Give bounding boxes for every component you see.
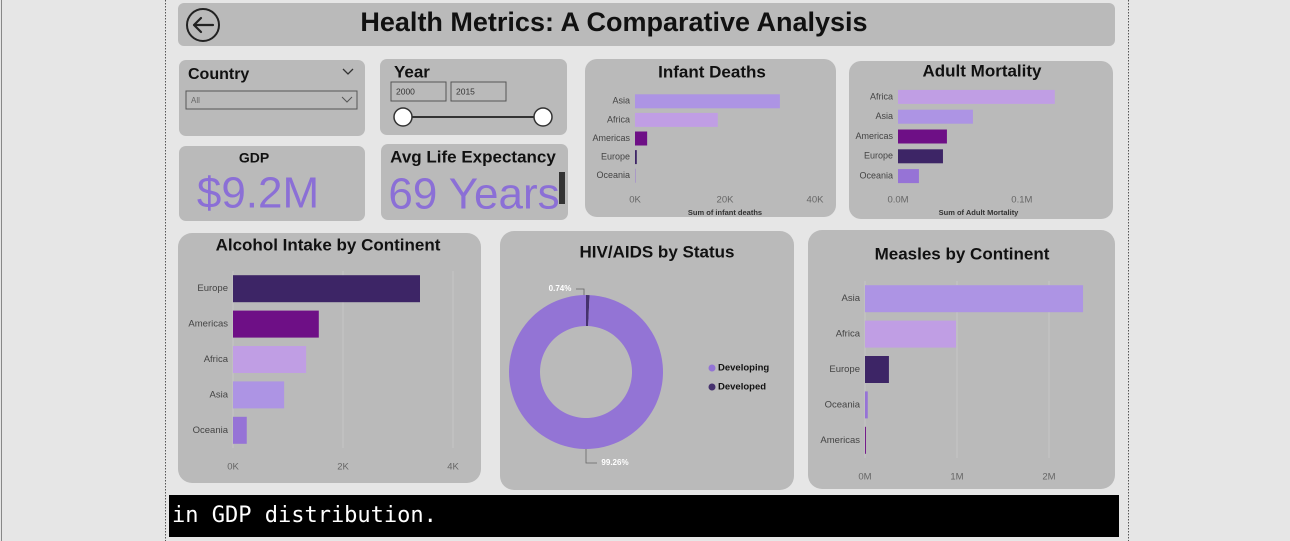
y-tick-label: Americas bbox=[188, 319, 228, 330]
pie-slice bbox=[508, 295, 663, 449]
caption: in GDP distribution. bbox=[172, 503, 437, 528]
slider-handle[interactable] bbox=[393, 107, 413, 127]
x-tick-label: 1M bbox=[950, 472, 963, 483]
y-tick-label: Americas bbox=[592, 133, 630, 143]
x-tick-label: 0M bbox=[858, 472, 871, 483]
year-start: 2000 bbox=[396, 86, 415, 96]
year-end: 2015 bbox=[456, 86, 475, 96]
y-tick-label: Oceania bbox=[825, 399, 861, 410]
life-expectancy-card bbox=[381, 144, 568, 220]
chart-title: Measles by Continent bbox=[875, 244, 1050, 263]
header-panel bbox=[178, 3, 1115, 46]
bar bbox=[233, 310, 319, 338]
y-tick-label: Europe bbox=[864, 151, 893, 161]
gdp-card bbox=[179, 146, 365, 221]
chart-title: Infant Deaths bbox=[658, 62, 766, 81]
bar bbox=[865, 426, 866, 454]
dropdown-value: All bbox=[191, 96, 200, 105]
y-tick-label: Americas bbox=[820, 435, 860, 446]
bar bbox=[865, 285, 1084, 313]
x-axis-title: Sum of Adult Mortality bbox=[939, 208, 1020, 217]
pie-slice bbox=[586, 295, 590, 327]
bar bbox=[233, 346, 307, 373]
legend-label: Developing bbox=[718, 363, 769, 374]
slider-handle[interactable] bbox=[533, 107, 553, 127]
bar bbox=[635, 94, 780, 109]
data-label: 0.74% bbox=[549, 284, 572, 293]
bar bbox=[635, 131, 648, 146]
bar bbox=[898, 109, 973, 124]
y-tick-label: Asia bbox=[210, 389, 229, 400]
x-tick-label: 4K bbox=[447, 462, 459, 473]
y-tick-label: Europe bbox=[601, 151, 630, 161]
y-tick-label: Africa bbox=[870, 91, 893, 101]
bar bbox=[865, 391, 868, 419]
card-value: 69 Years bbox=[388, 170, 559, 219]
chart-panel bbox=[808, 230, 1115, 489]
y-tick-label: Asia bbox=[842, 293, 861, 304]
chart-title: Alcohol Intake by Continent bbox=[216, 235, 441, 254]
y-tick-label: Europe bbox=[197, 283, 228, 294]
x-tick-label: 0.1M bbox=[1011, 195, 1032, 206]
filter-label: Country bbox=[188, 66, 249, 83]
legend-label: Developed bbox=[718, 382, 766, 393]
card-value: $9.2M bbox=[197, 169, 319, 218]
caption-box bbox=[169, 495, 1119, 537]
card-label: Avg Life Expectancy bbox=[390, 147, 556, 166]
bar bbox=[865, 356, 889, 383]
back-button[interactable] bbox=[186, 8, 220, 42]
x-tick-label: 0K bbox=[629, 195, 641, 206]
year-end-input[interactable] bbox=[450, 81, 507, 102]
year-start-input[interactable] bbox=[390, 81, 447, 102]
leader-line bbox=[576, 288, 585, 298]
chart-title: Adult Mortality bbox=[923, 61, 1043, 80]
data-label: 99.26% bbox=[601, 458, 628, 467]
y-tick-label: Oceania bbox=[859, 170, 893, 180]
y-tick-label: Americas bbox=[855, 131, 893, 141]
y-tick-label: Oceania bbox=[596, 170, 630, 180]
chevron bbox=[342, 68, 354, 75]
bar bbox=[635, 150, 637, 165]
y-tick-label: Europe bbox=[829, 364, 860, 375]
chart-title: HIV/AIDS by Status bbox=[580, 242, 735, 261]
filter-label: Year bbox=[394, 62, 430, 81]
legend-marker bbox=[708, 383, 716, 391]
x-tick-label: 0K bbox=[227, 462, 239, 473]
y-tick-label: Africa bbox=[607, 114, 630, 124]
bar bbox=[898, 169, 919, 184]
page-title: Health Metrics: A Comparative Analysis bbox=[360, 7, 867, 37]
bar bbox=[233, 275, 420, 303]
y-tick-label: Africa bbox=[836, 329, 861, 340]
y-tick-label: Oceania bbox=[193, 425, 229, 436]
text-cursor bbox=[559, 172, 565, 204]
y-tick-label: Asia bbox=[612, 96, 630, 106]
bar bbox=[898, 149, 943, 164]
x-tick-label: 40K bbox=[807, 195, 825, 206]
country-dropdown[interactable] bbox=[185, 90, 358, 110]
bar bbox=[898, 89, 1055, 104]
bar bbox=[865, 320, 957, 348]
y-tick-label: Africa bbox=[204, 354, 229, 365]
bar bbox=[233, 381, 285, 409]
x-tick-label: 2K bbox=[337, 462, 349, 473]
card-label: GDP bbox=[239, 150, 269, 166]
bar bbox=[635, 112, 718, 127]
bar bbox=[898, 129, 947, 144]
bar bbox=[233, 416, 247, 444]
x-tick-label: 20K bbox=[717, 195, 735, 206]
x-axis-title: Sum of infant deaths bbox=[688, 208, 762, 217]
leader-line bbox=[585, 449, 597, 464]
legend-marker bbox=[708, 364, 716, 372]
x-tick-label: 2M bbox=[1042, 472, 1055, 483]
y-tick-label: Asia bbox=[875, 111, 893, 121]
x-tick-label: 0.0M bbox=[887, 195, 908, 206]
